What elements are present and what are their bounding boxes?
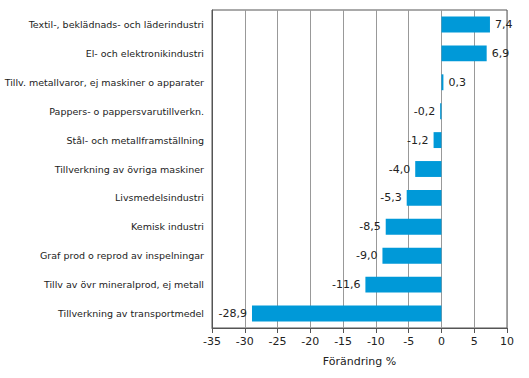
svg-text:0: 0 — [438, 335, 445, 348]
svg-text:-9,0: -9,0 — [356, 249, 377, 262]
svg-text:Tillverkning av transportmedel: Tillverkning av transportmedel — [57, 308, 204, 319]
svg-text:-35: -35 — [203, 335, 221, 348]
svg-text:Tillv av övr mineralprod, ej m: Tillv av övr mineralprod, ej metall — [43, 279, 204, 290]
svg-text:10: 10 — [500, 335, 514, 348]
svg-text:Tillverkning av övriga maskine: Tillverkning av övriga maskiner — [54, 164, 204, 175]
svg-text:5: 5 — [471, 335, 478, 348]
svg-text:Tillv. metallvaror, ej maskine: Tillv. metallvaror, ej maskiner o appara… — [4, 77, 204, 88]
svg-text:-20: -20 — [301, 335, 319, 348]
svg-text:-1,2: -1,2 — [407, 134, 428, 147]
svg-text:-25: -25 — [269, 335, 287, 348]
svg-text:6,9: 6,9 — [492, 47, 510, 60]
svg-text:Förändring %: Förändring % — [323, 355, 396, 368]
svg-text:-8,5: -8,5 — [359, 220, 380, 233]
svg-text:Livsmedelsindustri: Livsmedelsindustri — [115, 192, 204, 203]
svg-text:7,4: 7,4 — [495, 18, 512, 31]
svg-text:Stål- och metallframställning: Stål- och metallframställning — [67, 135, 204, 146]
svg-text:-30: -30 — [236, 335, 254, 348]
svg-text:-5,3: -5,3 — [380, 191, 401, 204]
svg-text:0,3: 0,3 — [448, 76, 466, 89]
svg-text:Pappers- o pappersvarutillverk: Pappers- o pappersvarutillverkn. — [49, 106, 204, 117]
svg-text:-0,2: -0,2 — [414, 105, 435, 118]
svg-text:-10: -10 — [367, 335, 385, 348]
svg-text:El- och elektronikindustri: El- och elektronikindustri — [86, 48, 204, 59]
svg-text:-28,9: -28,9 — [219, 307, 247, 320]
svg-text:-5: -5 — [403, 335, 414, 348]
svg-text:-4,0: -4,0 — [389, 163, 410, 176]
svg-text:Textil-, beklädnads- och läder: Textil-, beklädnads- och läderindustri — [28, 19, 204, 30]
svg-text:-15: -15 — [334, 335, 352, 348]
svg-text:Kemisk industri: Kemisk industri — [131, 221, 204, 232]
svg-text:Graf prod o reprod av inspelni: Graf prod o reprod av inspelningar — [40, 250, 204, 261]
svg-text:-11,6: -11,6 — [332, 278, 360, 291]
